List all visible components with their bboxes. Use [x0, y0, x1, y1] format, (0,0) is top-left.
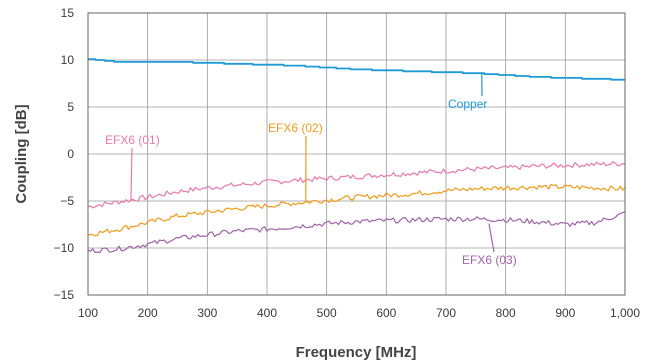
y-tick-label: 10 — [61, 53, 75, 67]
series-line-efx6-03 — [87, 211, 626, 254]
x-tick-label: 400 — [257, 306, 277, 320]
y-tick-label: 5 — [67, 100, 74, 114]
x-tick-label: 900 — [555, 306, 575, 320]
y-tick-label: −5 — [60, 194, 74, 208]
y-tick-label: −15 — [54, 288, 75, 302]
grid-layer — [87, 12, 626, 296]
plot-frame — [87, 12, 626, 296]
series-label-efx6-01: EFX6 (01) — [105, 133, 160, 147]
y-axis-title: Coupling [dB] — [13, 104, 30, 203]
y-tick-label: −10 — [54, 241, 75, 255]
series-label-efx6-03: EFX6 (03) — [462, 253, 517, 267]
y-tick-label: 15 — [61, 6, 75, 20]
series-label-copper: Copper — [448, 97, 487, 111]
x-tick-label: 100 — [78, 306, 98, 320]
x-tick-label: 500 — [317, 306, 337, 320]
x-tick-label: 600 — [376, 306, 396, 320]
leader-line-efx6-01 — [130, 147, 133, 201]
x-tick-label: 700 — [436, 306, 456, 320]
x-tick-label: 200 — [138, 306, 158, 320]
series-line-efx6-02 — [87, 183, 626, 237]
y-tick-label: 0 — [67, 147, 74, 161]
series-layer — [87, 58, 626, 254]
x-tick-label: 800 — [496, 306, 516, 320]
x-tick-label: 1,000 — [610, 306, 640, 320]
series-label-efx6-02: EFX6 (02) — [268, 121, 323, 135]
series-line-copper — [88, 58, 625, 81]
x-tick-label: 300 — [197, 306, 217, 320]
series-line-efx6-01 — [87, 161, 626, 209]
tick-labels: 100 200 300 400 500 600 700 800 900 1,000 15 10 5 0 −5… — [54, 6, 641, 320]
leader-line-efx6-03 — [488, 223, 495, 253]
x-axis-title: Frequency [MHz] — [296, 344, 417, 361]
